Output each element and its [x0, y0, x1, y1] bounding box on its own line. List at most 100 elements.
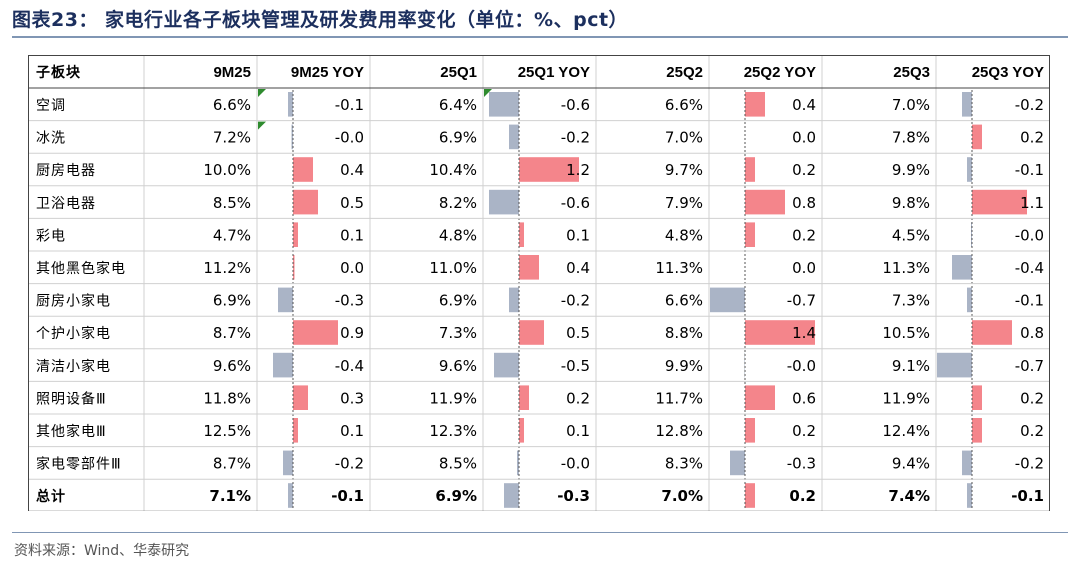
column-header: 25Q3 YOY	[972, 64, 1044, 81]
yoy-value: 0.2	[789, 487, 816, 505]
yoy-bar	[509, 124, 519, 150]
yoy-value: -0.1	[1015, 292, 1044, 310]
row-label: 其他家电Ⅲ	[36, 423, 107, 440]
yoy-value: 0.6	[792, 389, 816, 407]
yoy-value: 0.8	[1020, 324, 1044, 342]
yoy-bar	[273, 352, 293, 378]
yoy-bar	[745, 418, 755, 443]
yoy-bar	[710, 287, 745, 313]
column-header: 9M25 YOY	[291, 64, 364, 81]
yoy-bar	[745, 189, 785, 215]
yoy-bar	[293, 222, 298, 247]
rate-value: 10.5%	[882, 324, 930, 342]
yoy-bar	[489, 92, 519, 117]
rate-value: 12.4%	[882, 422, 930, 440]
chart-title: 图表23： 家电行业各子板块管理及研发费用率变化（单位：%、pct）	[12, 9, 629, 31]
rate-value: 7.8%	[892, 129, 930, 147]
yoy-bar	[972, 124, 982, 150]
yoy-bar	[519, 255, 539, 280]
yoy-bar	[967, 483, 972, 508]
yoy-bar	[291, 124, 293, 150]
cell-marker	[258, 121, 266, 130]
yoy-value: -0.0	[787, 357, 816, 375]
row-label: 厨房电器	[36, 163, 96, 179]
rate-value: 11.7%	[655, 389, 703, 407]
yoy-bar	[519, 385, 529, 410]
rate-value: 4.8%	[439, 226, 477, 244]
yoy-bar	[283, 450, 293, 476]
yoy-value: -0.2	[1015, 455, 1044, 473]
rate-value: 6.6%	[665, 96, 703, 114]
row-label: 其他黑色家电	[36, 260, 126, 277]
rate-value: 9.7%	[665, 161, 703, 179]
cell-marker	[258, 89, 266, 97]
rate-value: 9.6%	[213, 357, 251, 375]
rate-value: 12.3%	[429, 422, 477, 440]
yoy-value: 0.0	[340, 259, 364, 277]
yoy-value: 1.1	[1020, 194, 1044, 212]
rate-value: 4.8%	[665, 226, 703, 244]
yoy-value: 0.2	[1020, 422, 1044, 440]
yoy-value: -0.1	[331, 487, 364, 505]
yoy-bar	[972, 189, 1027, 215]
rate-value: 7.0%	[661, 487, 703, 505]
rate-value: 10.4%	[429, 161, 477, 179]
yoy-value: 0.1	[340, 422, 364, 440]
row-label: 冰洗	[36, 131, 66, 147]
rate-value: 9.8%	[892, 194, 930, 212]
row-label: 彩电	[36, 228, 66, 244]
row-label: 清洁小家电	[36, 358, 111, 375]
rate-value: 6.6%	[213, 96, 251, 114]
rate-value: 12.8%	[655, 422, 703, 440]
yoy-value: 0.4	[566, 259, 590, 277]
rate-value: 7.4%	[888, 487, 930, 505]
rate-value: 9.9%	[892, 161, 930, 179]
yoy-bar	[489, 189, 519, 215]
column-header: 子板块	[36, 64, 81, 81]
rate-value: 8.5%	[439, 455, 477, 473]
rate-value: 11.2%	[203, 259, 251, 277]
column-header: 9M25	[213, 64, 251, 81]
yoy-bar	[293, 157, 313, 182]
yoy-value: -0.1	[1011, 487, 1044, 505]
cell-marker	[484, 89, 492, 97]
rate-value: 10.0%	[203, 161, 251, 179]
row-label: 总计	[36, 488, 66, 505]
yoy-bar	[730, 450, 745, 476]
rate-value: 6.9%	[439, 292, 477, 310]
yoy-value: 0.0	[792, 129, 816, 147]
data-table: 子板块 9M25 9M25 YOY 25Q1 25Q1 YOY 25Q2 25Q2 YOY 2…	[28, 55, 1052, 511]
column-header: 25Q3	[893, 64, 930, 81]
yoy-bar	[967, 287, 972, 313]
yoy-bar	[745, 320, 815, 345]
yoy-value: -0.2	[561, 129, 590, 147]
yoy-bar	[745, 385, 775, 410]
yoy-bar	[288, 483, 293, 508]
yoy-value: 0.1	[340, 226, 364, 244]
yoy-bar	[293, 255, 295, 280]
yoy-bar	[494, 352, 519, 378]
row-label: 家电零部件Ⅲ	[36, 456, 122, 473]
yoy-bar	[745, 483, 755, 508]
yoy-bar	[937, 352, 972, 378]
rate-value: 11.3%	[882, 259, 930, 277]
title-divider	[12, 36, 1068, 38]
column-header: 25Q1 YOY	[518, 64, 590, 81]
rate-value: 7.3%	[892, 292, 930, 310]
yoy-bar	[972, 418, 982, 443]
yoy-bar	[967, 157, 972, 182]
rate-value: 8.7%	[213, 324, 251, 342]
rate-value: 6.9%	[435, 487, 477, 505]
yoy-value: -0.3	[787, 455, 816, 473]
yoy-bar	[519, 157, 579, 182]
yoy-value: -0.6	[561, 194, 590, 212]
yoy-value: -0.0	[1015, 226, 1044, 244]
yoy-value: 0.2	[792, 226, 816, 244]
yoy-bar	[745, 92, 765, 117]
rate-value: 8.8%	[665, 324, 703, 342]
source-divider	[12, 532, 1068, 533]
yoy-value: 0.5	[340, 194, 364, 212]
column-header: 25Q1	[440, 64, 477, 81]
row-label: 个护小家电	[36, 325, 111, 342]
yoy-value: 0.5	[566, 324, 590, 342]
